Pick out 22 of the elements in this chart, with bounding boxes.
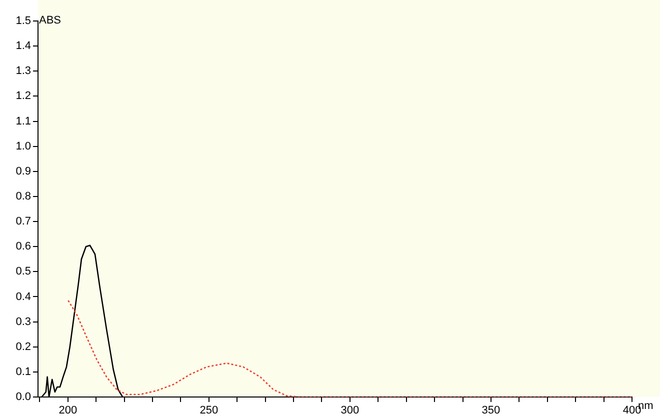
y-tick-label: 0.6 xyxy=(16,240,31,253)
y-tick-label: 0.3 xyxy=(16,316,31,328)
x-tick-label: 200 xyxy=(58,404,78,416)
y-tick-label: 0.2 xyxy=(16,340,31,353)
y-tick-label: 0.8 xyxy=(16,190,31,202)
y-tick-label: 1.5 xyxy=(16,15,31,28)
x-tick-label: 250 xyxy=(200,404,218,416)
x-tick-label: 350 xyxy=(482,404,500,416)
y-tick-label: 1.0 xyxy=(16,140,31,152)
y-tick-label: 1.2 xyxy=(16,90,31,102)
y-tick-label: 0.0 xyxy=(16,391,31,404)
y-tick-label: 1.1 xyxy=(16,115,31,128)
y-tick-label: 0.7 xyxy=(16,216,31,228)
y-tick-label: 0.1 xyxy=(16,366,31,378)
y-tick-label: 0.4 xyxy=(16,290,31,303)
y-tick-label: 0.5 xyxy=(16,266,31,278)
y-axis-title: ABS xyxy=(39,14,62,27)
y-tick-label: 1.4 xyxy=(16,40,31,52)
x-tick-label: 300 xyxy=(340,404,360,416)
line-series xyxy=(68,300,632,397)
y-tick-label: 1.3 xyxy=(16,65,31,78)
y-tick-label: 0.9 xyxy=(16,165,31,178)
